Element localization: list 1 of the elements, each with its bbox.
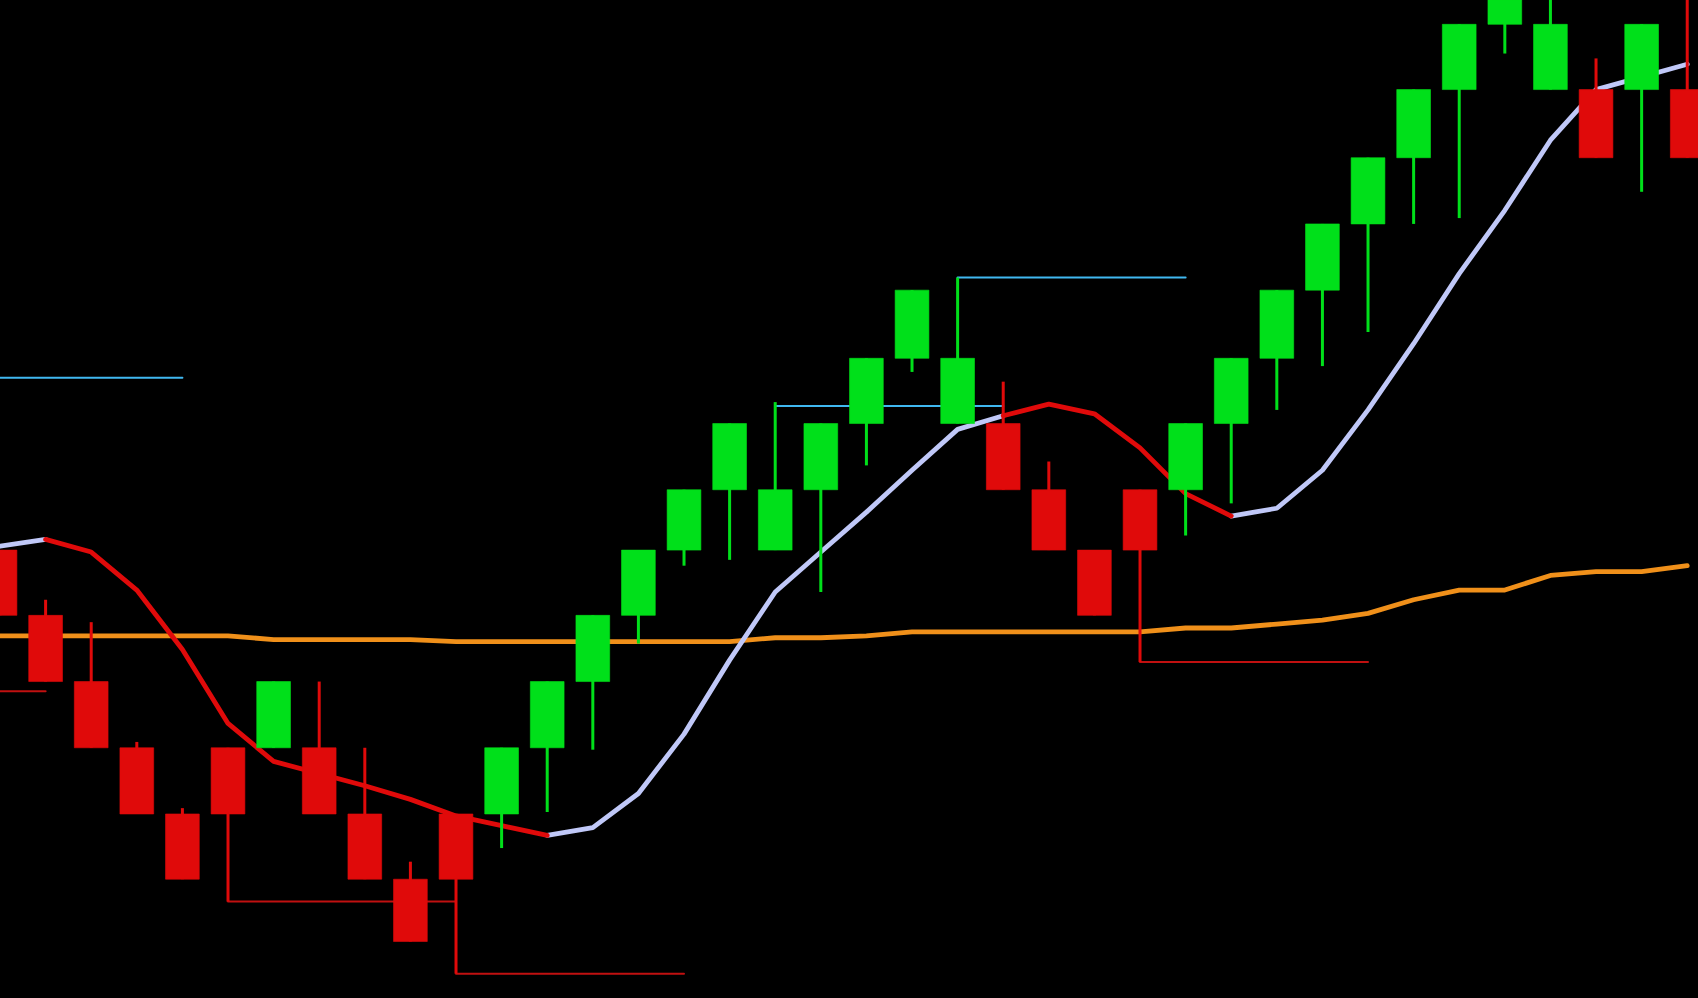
candlestick <box>1487 0 1522 56</box>
